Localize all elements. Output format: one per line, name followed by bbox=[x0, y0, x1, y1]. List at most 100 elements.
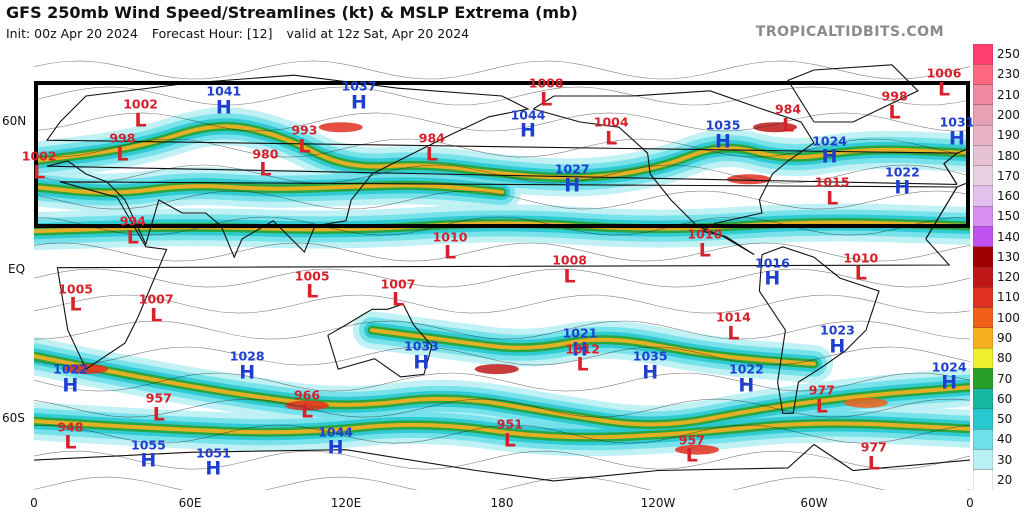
coastline-africa-west bbox=[925, 181, 970, 240]
pressure-letter: H bbox=[821, 145, 838, 168]
high-pressure-center: 1033 H bbox=[404, 340, 439, 372]
low-pressure-center: 1010 L bbox=[843, 249, 879, 285]
colorbar-swatch bbox=[973, 429, 993, 451]
streamline--80 bbox=[34, 476, 970, 490]
pressure-value: 998 bbox=[881, 88, 908, 104]
pressure-letter: H bbox=[738, 374, 755, 397]
pressure-letter: L bbox=[563, 265, 576, 287]
jet-maximum-1 bbox=[474, 364, 519, 375]
pressure-letter: L bbox=[391, 288, 405, 311]
pressure-letter: L bbox=[937, 77, 951, 100]
pressure-value: 984 bbox=[774, 101, 802, 117]
lon-label-180: 180 bbox=[490, 496, 514, 510]
pressure-value: 1010 bbox=[843, 249, 879, 265]
coastline-europe-west bbox=[943, 147, 970, 185]
chart-subtitle: Init: 00z Apr 20 2024 Forecast Hour: [12… bbox=[6, 26, 479, 41]
low-pressure-center: 1005 L bbox=[295, 270, 330, 302]
low-pressure-center: 1004 L bbox=[593, 114, 629, 150]
low-pressure-center: 1002 L bbox=[22, 150, 57, 182]
pressure-value: 1010 bbox=[432, 229, 468, 245]
pressure-letter: L bbox=[503, 428, 516, 451]
colorbar-swatch bbox=[973, 246, 993, 268]
colorbar-swatch bbox=[973, 287, 993, 309]
streamline-0 bbox=[34, 268, 970, 288]
low-pressure-center: 993 L bbox=[291, 124, 317, 156]
wind-speed-field bbox=[34, 107, 970, 457]
pressure-value: 998 bbox=[109, 130, 136, 146]
colorbar-label: 190 bbox=[997, 128, 1020, 143]
streamline-50 bbox=[34, 138, 970, 158]
low-pressure-center: 966 L bbox=[293, 387, 321, 423]
colorbar-swatch bbox=[973, 327, 993, 349]
pressure-letter: H bbox=[894, 176, 911, 199]
low-pressure-center: 1007 L bbox=[139, 293, 174, 326]
colorbar-label: 150 bbox=[997, 209, 1020, 224]
init-time: Init: 00z Apr 20 2024 bbox=[6, 26, 138, 41]
low-pressure-center: 998 L bbox=[109, 132, 135, 164]
jet-band-4 bbox=[370, 328, 816, 366]
pressure-letter: L bbox=[854, 262, 867, 285]
pressure-letter: H bbox=[239, 361, 256, 384]
streamline-60 bbox=[34, 112, 970, 132]
streamline-20 bbox=[34, 216, 970, 236]
colorbar-swatch bbox=[973, 408, 993, 430]
pressure-value: 1007 bbox=[380, 275, 416, 291]
jet-maximum-4 bbox=[753, 122, 797, 133]
pressure-value: 1016 bbox=[754, 255, 790, 271]
pressure-value: 980 bbox=[252, 145, 279, 161]
high-pressure-center: 1035 H bbox=[706, 119, 741, 151]
lon-label-60e: 60E bbox=[178, 496, 202, 510]
low-pressure-center: 1008 L bbox=[552, 254, 587, 287]
jet-band-3 bbox=[34, 419, 970, 440]
colorbar-label: 30 bbox=[997, 452, 1013, 467]
high-pressure-center: 1035 H bbox=[633, 350, 668, 384]
colorbar-label: 110 bbox=[997, 290, 1020, 305]
low-pressure-center: 1014 L bbox=[716, 311, 751, 344]
colorbar-label: 230 bbox=[997, 67, 1020, 82]
pressure-letter: H bbox=[140, 449, 157, 472]
low-pressure-center: 1002 L bbox=[123, 98, 158, 130]
pressure-letter: L bbox=[685, 444, 698, 467]
streamline-70 bbox=[34, 86, 970, 106]
pressure-value: 1031 bbox=[939, 114, 975, 130]
lat-label-eq: EQ bbox=[8, 262, 26, 276]
pressure-letter: H bbox=[642, 361, 659, 384]
low-pressure-center: 1012 L bbox=[565, 342, 600, 376]
pressure-value: 1041 bbox=[206, 83, 242, 99]
pressure-value: 1022 bbox=[884, 164, 920, 180]
high-pressure-center: 1022 H bbox=[885, 166, 920, 198]
pressure-value: 1002 bbox=[21, 148, 57, 164]
high-pressure-center: 1031 H bbox=[939, 114, 975, 149]
pressure-letter: L bbox=[259, 158, 272, 181]
low-pressure-center: 1007 L bbox=[380, 275, 416, 311]
pressure-value: 966 bbox=[293, 387, 321, 403]
colorbar-swatch bbox=[973, 449, 993, 471]
valid-time: valid at 12z Sat, Apr 20 2024 bbox=[286, 26, 470, 41]
pressure-value: 1004 bbox=[593, 114, 629, 130]
coastline-africa bbox=[56, 181, 958, 370]
coastline-greenland bbox=[787, 64, 919, 123]
pressure-value: 994 bbox=[119, 213, 146, 229]
low-pressure-center: 957 L bbox=[146, 392, 172, 424]
pressure-letter: L bbox=[826, 186, 839, 209]
pressure-letter: L bbox=[576, 353, 589, 376]
pressure-letter: H bbox=[215, 95, 232, 118]
pressure-letter: L bbox=[300, 400, 314, 423]
pressure-value: 957 bbox=[145, 390, 172, 406]
streamline-80 bbox=[34, 60, 970, 80]
colorbar-label: 180 bbox=[997, 148, 1020, 163]
low-pressure-center: 1006 L bbox=[927, 67, 962, 99]
high-pressure-center: 1016 H bbox=[755, 257, 790, 289]
low-pressure-center: 977 L bbox=[809, 384, 835, 417]
pressure-letter: H bbox=[62, 374, 79, 397]
streamline--30 bbox=[34, 346, 970, 366]
pressure-letter: L bbox=[134, 108, 147, 131]
lon-label-0: 0 bbox=[30, 496, 38, 510]
pressure-letter: L bbox=[605, 127, 618, 150]
pressure-value: 1022 bbox=[52, 361, 88, 377]
colorbar-label: 50 bbox=[997, 412, 1013, 427]
high-pressure-center: 1051 H bbox=[195, 444, 231, 479]
pressure-value: 1005 bbox=[58, 281, 93, 297]
pressure-value: 993 bbox=[291, 122, 318, 138]
pressure-value: 1051 bbox=[195, 444, 231, 460]
